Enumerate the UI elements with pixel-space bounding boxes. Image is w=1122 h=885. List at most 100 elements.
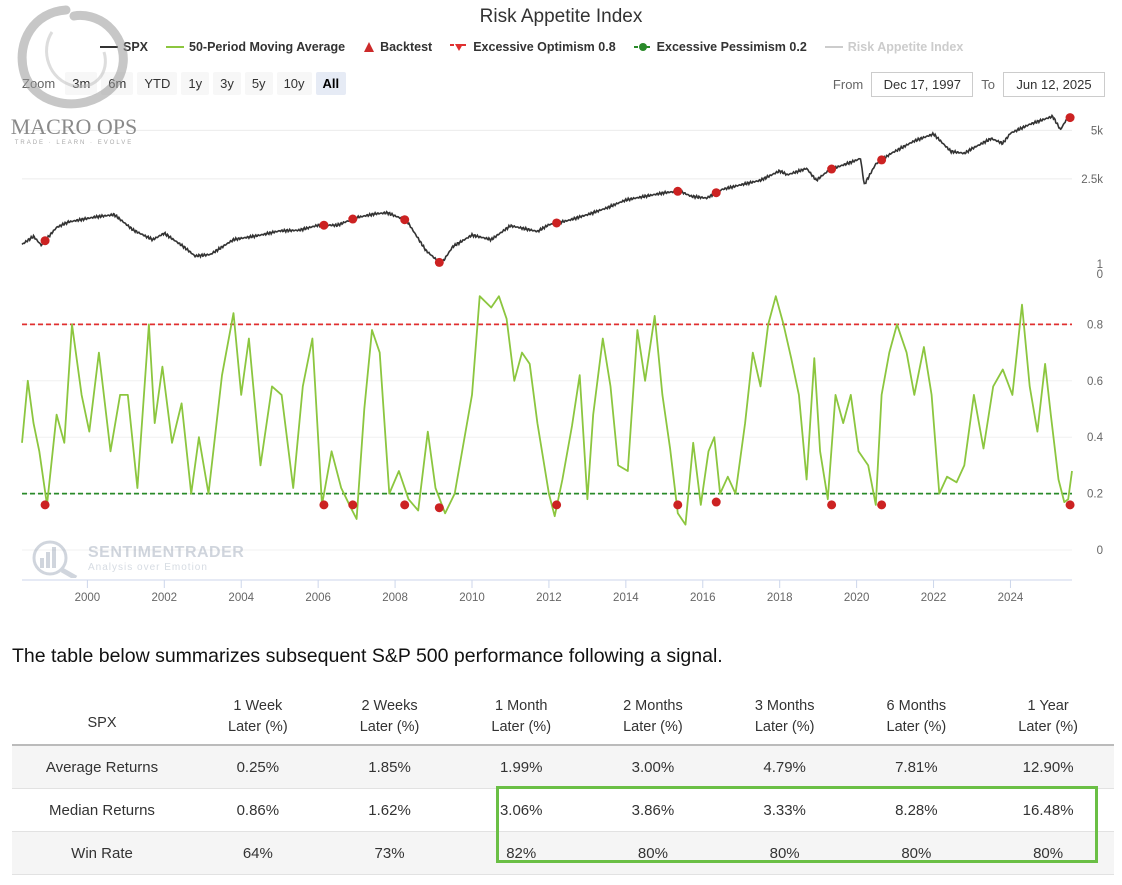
- legend-item-optimism[interactable]: Excessive Optimism 0.8: [450, 38, 616, 56]
- row-label: Win Rate: [12, 831, 192, 875]
- from-date-input[interactable]: Dec 17, 1997: [871, 72, 974, 97]
- table-row-win-rate: Win Rate 64% 73% 82% 80% 80% 80% 80%: [12, 831, 1114, 875]
- index-tick-label: 0.2: [1087, 489, 1103, 501]
- spx-signal-marker: [319, 220, 329, 230]
- spx-line: [21, 113, 1070, 266]
- x-tick-label: 2012: [536, 592, 562, 604]
- table-cell: 0.25%: [192, 745, 324, 789]
- table-cell: 3.86%: [587, 788, 719, 832]
- column-header-2-weeks: 2 Weeks Later (%): [323, 690, 456, 746]
- table-row-average-returns: Average Returns 0.25% 1.85% 1.99% 3.00% …: [12, 745, 1114, 789]
- zoom-button-10y[interactable]: 10y: [276, 72, 312, 95]
- index-signal-marker: [673, 500, 683, 510]
- index-signal-marker: [319, 500, 329, 510]
- performance-table: SPX 1 Week Later (%) 2 Weeks Later (%) 1 M…: [12, 690, 1114, 875]
- spx-tick-label: 5k: [1091, 125, 1103, 137]
- x-tick-label: 2018: [767, 592, 793, 604]
- table-cell: 1.85%: [323, 745, 456, 789]
- spx-tick-label: 1: [1097, 259, 1103, 271]
- index-signal-marker: [434, 503, 444, 513]
- zoom-button-1y[interactable]: 1y: [181, 72, 210, 95]
- spx-signal-marker: [400, 215, 410, 225]
- x-tick-label: 2004: [228, 592, 254, 604]
- legend-label-pessimism: Excessive Pessimism 0.2: [656, 40, 807, 54]
- table-cell: 16.48%: [982, 788, 1114, 832]
- to-label: To: [981, 77, 995, 92]
- spx-signal-marker: [1065, 113, 1075, 123]
- index-tick-label: 0.4: [1087, 432, 1104, 444]
- sentimentrader-subtitle: Analysis over Emotion: [88, 561, 208, 573]
- table-cell: 3.33%: [718, 788, 851, 832]
- table-cell: 8.28%: [850, 788, 983, 832]
- table-cell: 82%: [455, 831, 588, 875]
- column-header-1-week: 1 Week Later (%): [192, 690, 324, 746]
- legend-item-spx[interactable]: SPX: [100, 38, 148, 56]
- column-header-2-months: 2 Months Later (%): [587, 690, 719, 746]
- chart-container: Risk Appetite Index SPX 50-Period Moving…: [11, 5, 1105, 604]
- table-cell: 3.00%: [587, 745, 719, 789]
- table-cell: 1.99%: [455, 745, 588, 789]
- zoom-button-5y[interactable]: 5y: [244, 72, 273, 95]
- sentimentrader-watermark: SENTIMENTRADER Analysis over Emotion: [26, 538, 244, 578]
- triangle-icon: [364, 42, 375, 52]
- spx-signal-marker: [827, 164, 837, 174]
- legend-label-spx: SPX: [123, 40, 149, 54]
- index-signal-marker: [711, 497, 721, 507]
- spx-signal-marker: [348, 214, 358, 224]
- index-signal-marker: [400, 500, 410, 510]
- row-label: Median Returns: [12, 788, 192, 832]
- legend-label-optimism: Excessive Optimism 0.8: [473, 40, 616, 54]
- table-cell: 80%: [982, 831, 1114, 875]
- legend-item-backtest[interactable]: Backtest: [363, 38, 432, 56]
- x-tick-label: 2000: [75, 592, 101, 604]
- legend-item-risk-appetite[interactable]: Risk Appetite Index: [824, 38, 964, 56]
- table-intro-text: The table below summarizes subsequent S&…: [12, 645, 723, 667]
- legend-item-pessimism[interactable]: Excessive Pessimism 0.2: [633, 38, 807, 56]
- table-cell: 0.86%: [192, 788, 324, 832]
- legend-label-risk-appetite: Risk Appetite Index: [847, 40, 964, 54]
- table-cell: 80%: [718, 831, 851, 875]
- row-label: Average Returns: [12, 745, 192, 789]
- index-signal-marker: [1065, 500, 1075, 510]
- macro-ops-logo: MACRO OPS TRADE · LEARN · EVOLVE: [11, 5, 138, 146]
- column-header-3-months: 3 Months Later (%): [718, 690, 851, 746]
- from-label: From: [832, 77, 864, 92]
- spx-signal-marker: [40, 236, 50, 246]
- column-header-1-month: 1 Month Later (%): [455, 690, 588, 746]
- x-tick-label: 2008: [382, 592, 408, 604]
- legend-item-moving-average[interactable]: 50-Period Moving Average: [166, 38, 345, 56]
- legend-label-backtest: Backtest: [380, 40, 433, 54]
- macro-ops-brand: MACRO OPS: [11, 114, 138, 139]
- zoom-button-ytd[interactable]: YTD: [137, 72, 178, 95]
- table-cell: 4.79%: [718, 745, 851, 789]
- legend-spx-line-icon: [100, 41, 118, 53]
- zoom-button-all[interactable]: All: [315, 72, 347, 95]
- index-signal-marker: [552, 500, 562, 510]
- x-tick-label: 2020: [844, 592, 870, 604]
- spx-tick-label: 0: [1097, 269, 1103, 281]
- index-signal-marker: [40, 500, 50, 510]
- dashed-triangle-icon: [450, 44, 469, 51]
- spx-signal-marker: [877, 155, 887, 165]
- macro-ops-tagline: TRADE · LEARN · EVOLVE: [15, 140, 134, 146]
- magnifier-chart-icon: [32, 540, 78, 578]
- column-header-1-year: 1 Year Later (%): [982, 690, 1114, 746]
- moving-average-line: [21, 295, 1073, 526]
- to-date-input[interactable]: Jun 12, 2025: [1003, 72, 1105, 97]
- table-cell: 12.90%: [982, 745, 1114, 789]
- x-tick-label: 2010: [459, 592, 485, 604]
- spx-signal-marker: [434, 257, 444, 267]
- x-tick-label: 2024: [998, 592, 1024, 604]
- x-tick-label: 2002: [152, 592, 178, 604]
- zoom-button-3y[interactable]: 3y: [213, 72, 241, 95]
- date-range-selector: From Dec 17, 1997 To Jun 12, 2025: [833, 72, 1105, 97]
- table-cell: 3.06%: [455, 788, 588, 832]
- column-header-6-months: 6 Months Later (%): [850, 690, 983, 746]
- legend-ma-line-icon: [166, 41, 185, 53]
- table-cell: 80%: [850, 831, 983, 875]
- signal-markers: [40, 113, 1075, 513]
- x-tick-label: 2022: [921, 592, 947, 604]
- series-group: [21, 113, 1073, 526]
- dashed-circle-icon: [633, 43, 652, 51]
